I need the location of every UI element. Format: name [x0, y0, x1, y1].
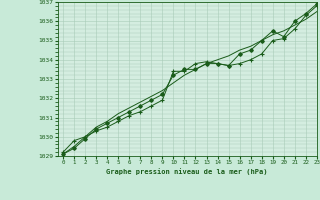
X-axis label: Graphe pression niveau de la mer (hPa): Graphe pression niveau de la mer (hPa) — [107, 168, 268, 175]
